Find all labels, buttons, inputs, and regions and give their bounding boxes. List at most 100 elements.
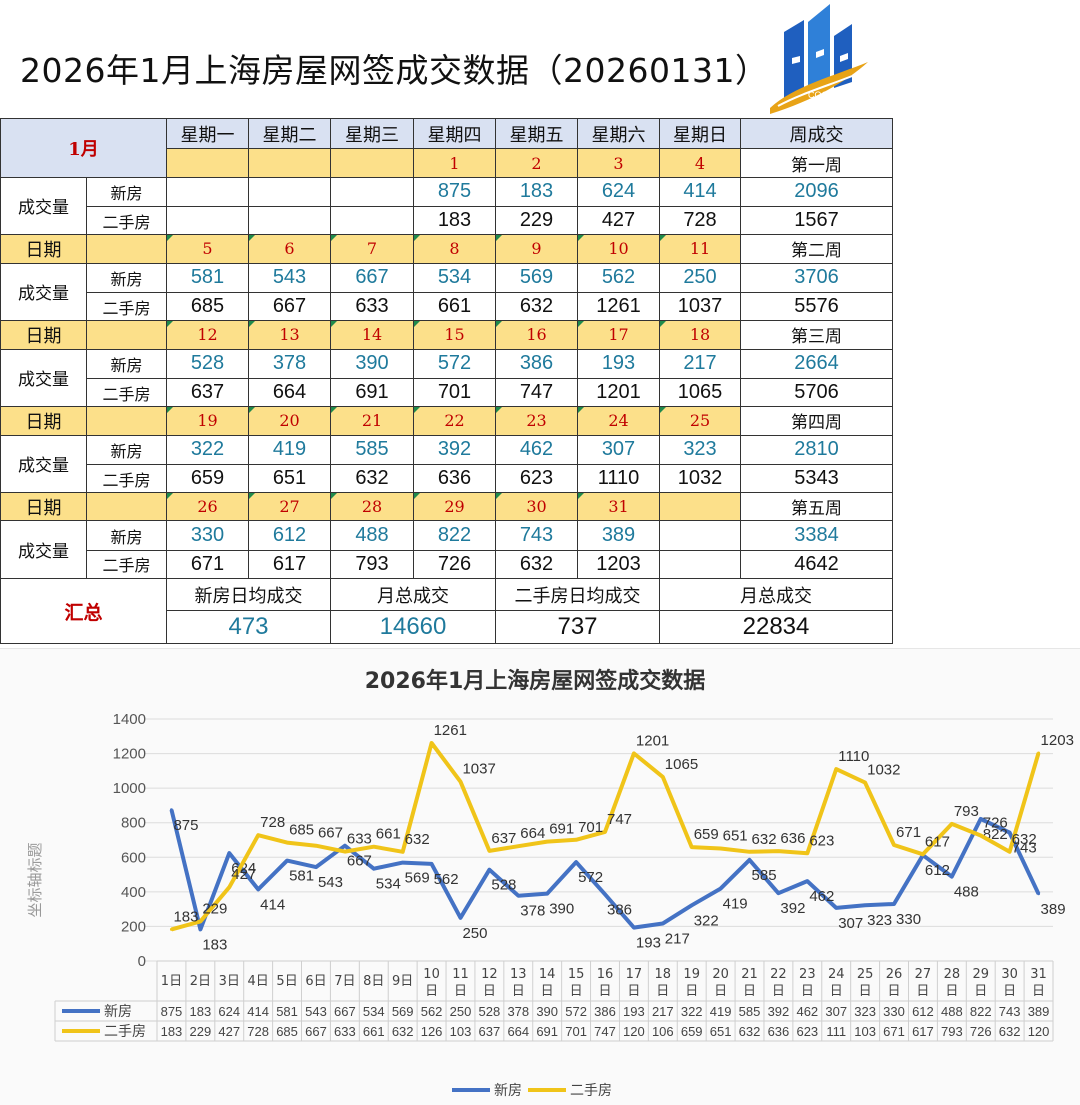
data-label: 1037 bbox=[462, 761, 495, 778]
data-label: 691 bbox=[549, 821, 574, 838]
new-house-label: 新房 bbox=[86, 176, 167, 207]
summary-label: 汇总 bbox=[0, 578, 167, 644]
date-row: 日期 26 27 28 29 30 31 第五周 bbox=[0, 492, 893, 522]
new-daily-avg-label: 新房日均成交 bbox=[166, 578, 331, 612]
second-hand-value: 691 bbox=[330, 377, 414, 408]
date-cell bbox=[166, 148, 249, 178]
data-point bbox=[430, 862, 434, 866]
data-label: 651 bbox=[723, 827, 748, 844]
new-house-value: 330 bbox=[166, 520, 249, 551]
new-house-value: 534 bbox=[413, 262, 496, 293]
table-value: 562 bbox=[421, 1004, 443, 1019]
data-point bbox=[343, 844, 347, 848]
date-cell: 26 bbox=[166, 492, 249, 522]
data-label: 392 bbox=[780, 900, 805, 917]
data-label: 623 bbox=[809, 832, 834, 849]
table-value: 701 bbox=[565, 1024, 587, 1039]
x-category-label: 8日 bbox=[363, 974, 384, 989]
second-hand-value: 183 bbox=[413, 205, 496, 236]
data-label: 875 bbox=[173, 817, 198, 834]
x-category-label: 12 日 bbox=[481, 967, 498, 999]
line-chart: 0 200 400 600 800 1000 1200 1400 坐标轴标题 1日 2日 3日 4日 5日… bbox=[26, 711, 1074, 1099]
date-cell: 3 bbox=[577, 148, 660, 178]
second-hand-value: 623 bbox=[495, 463, 578, 494]
date-cell: 28 bbox=[330, 492, 414, 522]
second-hand-value bbox=[166, 205, 249, 236]
data-point bbox=[863, 903, 867, 907]
table-value: 572 bbox=[565, 1004, 587, 1019]
week-label: 第一周 bbox=[740, 148, 893, 178]
table-value: 623 bbox=[796, 1024, 818, 1039]
second-month-total-label: 月总成交 bbox=[659, 578, 893, 612]
month-label: 1月 bbox=[0, 118, 167, 178]
logo-text: COCO bbox=[808, 90, 835, 100]
data-point bbox=[458, 780, 462, 784]
data-point bbox=[227, 851, 231, 855]
volume-label: 成交量 bbox=[0, 434, 87, 494]
table-value: 685 bbox=[276, 1024, 298, 1039]
x-category-label: 24 日 bbox=[828, 967, 845, 999]
legend-label: 二手房 bbox=[570, 1083, 612, 1099]
data-label: 562 bbox=[434, 871, 459, 888]
table-value: 414 bbox=[247, 1004, 269, 1019]
data-label: 585 bbox=[752, 867, 777, 884]
new-house-row: 成交量 新房 330 612 488 822 743 389 3384 bbox=[0, 520, 893, 580]
data-point bbox=[979, 834, 983, 838]
x-category-label: 22 日 bbox=[770, 967, 787, 999]
new-house-row: 成交量 新房 875 183 624 414 2096 bbox=[0, 176, 893, 236]
x-category-label: 28 日 bbox=[944, 967, 961, 999]
date-label-blank bbox=[86, 406, 167, 436]
second-hand-value bbox=[248, 205, 331, 236]
date-label-blank bbox=[86, 234, 167, 264]
data-label: 581 bbox=[289, 868, 314, 885]
date-cell: 2 bbox=[495, 148, 578, 178]
y-tick-label: 400 bbox=[121, 884, 146, 901]
data-point bbox=[1008, 850, 1012, 854]
y-tick-label: 800 bbox=[121, 815, 146, 832]
date-cell: 19 bbox=[166, 406, 249, 436]
data-label: 793 bbox=[954, 803, 979, 820]
data-point bbox=[430, 741, 434, 745]
table-value: 664 bbox=[507, 1024, 529, 1039]
data-label: 633 bbox=[347, 831, 372, 848]
table-value: 747 bbox=[594, 1024, 616, 1039]
data-label: 217 bbox=[665, 930, 690, 947]
data-point bbox=[834, 767, 838, 771]
page-header: 2026年1月上海房屋网签成交数据（20260131） COCO bbox=[0, 0, 1080, 118]
x-category-label: 5日 bbox=[276, 974, 297, 989]
data-point bbox=[1037, 751, 1041, 755]
x-category-label: 17 日 bbox=[626, 967, 643, 999]
x-category-label: 31 日 bbox=[1030, 967, 1047, 999]
summary-header-row: 汇总 新房日均成交 月总成交 二手房日均成交 月总成交 bbox=[0, 578, 893, 644]
data-label: 1032 bbox=[867, 762, 900, 779]
new-house-label: 新房 bbox=[86, 348, 167, 379]
new-house-week-total: 2096 bbox=[740, 176, 893, 207]
date-label: 日期 bbox=[0, 234, 87, 264]
y-tick-label: 0 bbox=[138, 953, 146, 970]
date-cell: 4 bbox=[659, 148, 741, 178]
table-value: 120 bbox=[623, 1024, 645, 1039]
table-value: 307 bbox=[825, 1004, 847, 1019]
second-hand-value: 632 bbox=[330, 463, 414, 494]
new-house-value: 543 bbox=[248, 262, 331, 293]
second-hand-value: 1203 bbox=[577, 549, 660, 580]
week-label: 第五周 bbox=[740, 492, 893, 522]
y-tick-label: 200 bbox=[121, 918, 146, 935]
table-value: 534 bbox=[363, 1004, 385, 1019]
new-house-label: 新房 bbox=[86, 434, 167, 465]
day-header: 星期一 bbox=[166, 117, 249, 150]
second-hand-value: 1261 bbox=[577, 291, 660, 322]
data-point bbox=[401, 850, 405, 854]
data-point bbox=[690, 845, 694, 849]
data-label: 632 bbox=[1012, 831, 1037, 848]
data-point bbox=[487, 868, 491, 872]
second-hand-value: 632 bbox=[495, 549, 578, 580]
table-value: 111 bbox=[826, 1024, 846, 1039]
date-cell: 21 bbox=[330, 406, 414, 436]
new-month-total: 14660 bbox=[330, 610, 496, 644]
data-label: 636 bbox=[780, 830, 805, 847]
x-category-label: 23 日 bbox=[799, 967, 816, 999]
x-category-label: 4日 bbox=[248, 974, 269, 989]
data-point bbox=[748, 858, 752, 862]
data-label: 1261 bbox=[434, 722, 467, 739]
